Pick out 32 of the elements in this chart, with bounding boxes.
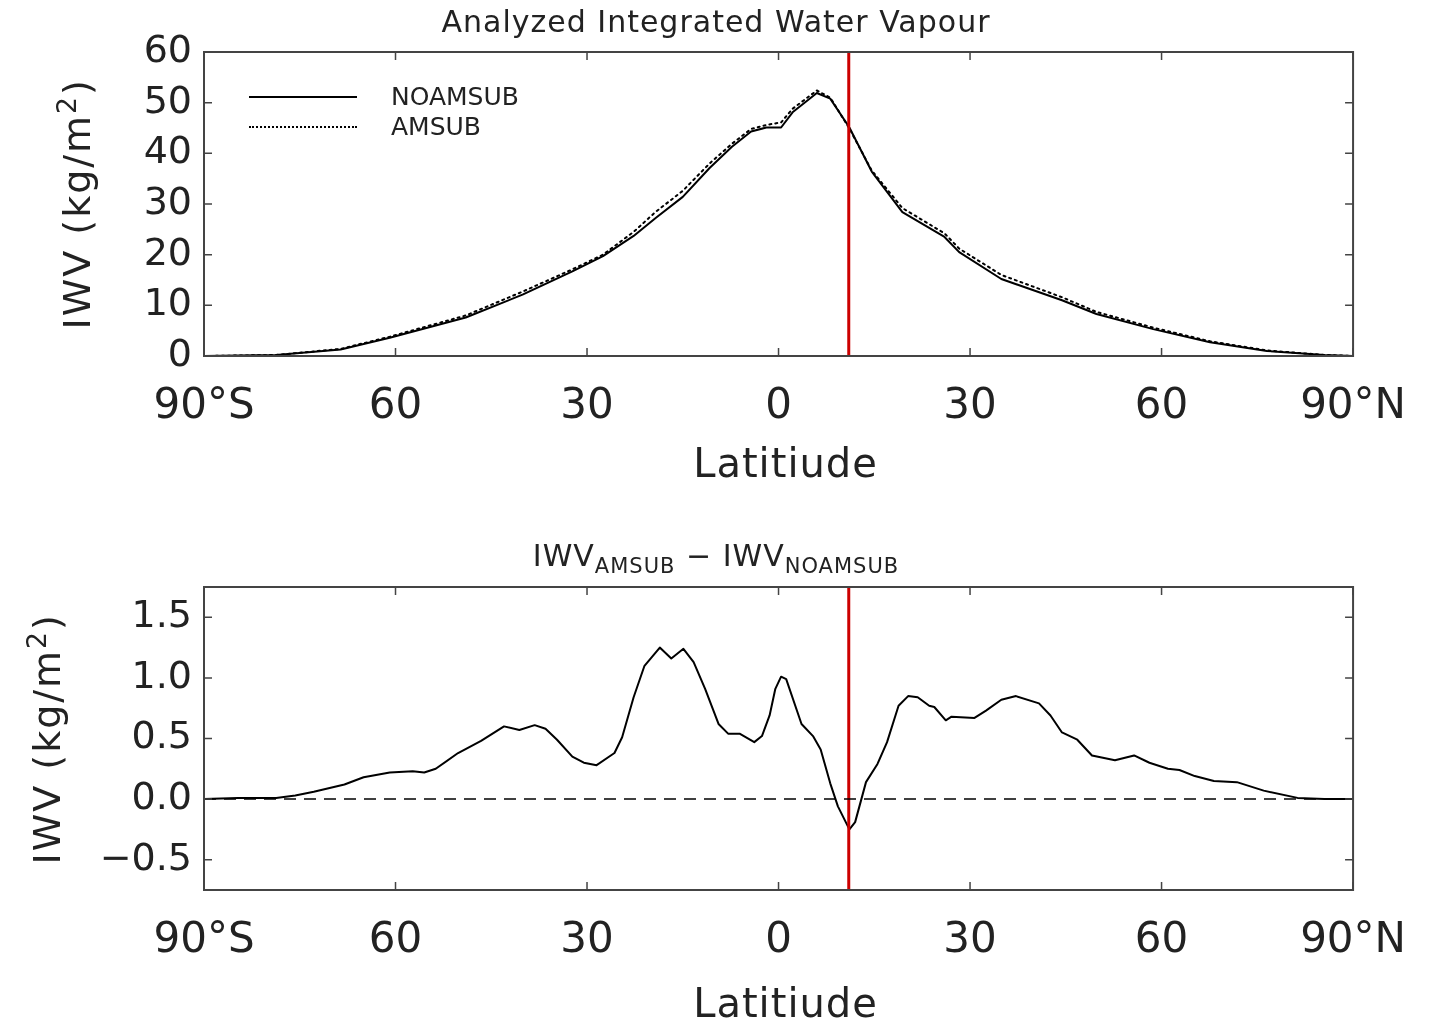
y-tick-label: 40	[143, 128, 192, 173]
x-tick-label: 0	[765, 379, 792, 429]
y-tick-label: 20	[143, 229, 192, 274]
x-axis-title: Latitiude	[692, 440, 879, 486]
x-tick-label: 30	[943, 913, 997, 963]
legend-label: AMSUB	[391, 112, 481, 142]
y-tick-label: 1.5	[131, 592, 192, 637]
x-tick-label: 60	[1134, 379, 1189, 429]
y-tick-label: 30	[143, 178, 192, 223]
y-tick-label: 0	[167, 330, 192, 375]
x-tick-label: 60	[368, 379, 423, 429]
x-tick-label: 30	[560, 913, 614, 963]
y-tick-label: 60	[143, 26, 192, 71]
x-tick-label: 90°N	[1300, 379, 1407, 429]
x-tick-label: 30	[943, 379, 997, 429]
y-tick-label: 0.5	[131, 713, 192, 758]
x-tick-label: 60	[1134, 913, 1189, 963]
x-tick-label: 30	[560, 379, 614, 429]
y-tick-label: −0.5	[99, 834, 192, 879]
y-tick-label: 0.0	[131, 773, 192, 818]
x-axis-title: Latitiude	[692, 980, 879, 1026]
x-tick-label: 0	[765, 913, 792, 963]
x-tick-label: 90°N	[1300, 913, 1407, 963]
x-tick-label: 90°S	[153, 913, 255, 963]
legend-label: NOAMSUB	[391, 82, 519, 112]
y-tick-label: 50	[143, 77, 192, 122]
y-tick-label: 1.0	[131, 652, 192, 697]
x-tick-label: 90°S	[153, 379, 255, 429]
chart-title: IWV$_{AMSUB}$ − IWV$_{NOAMSUB}$	[531, 538, 901, 578]
y-tick-label: 10	[143, 280, 192, 325]
chart-title: Analyzed Integrated Water Vapour	[441, 4, 991, 39]
x-tick-label: 60	[368, 913, 423, 963]
